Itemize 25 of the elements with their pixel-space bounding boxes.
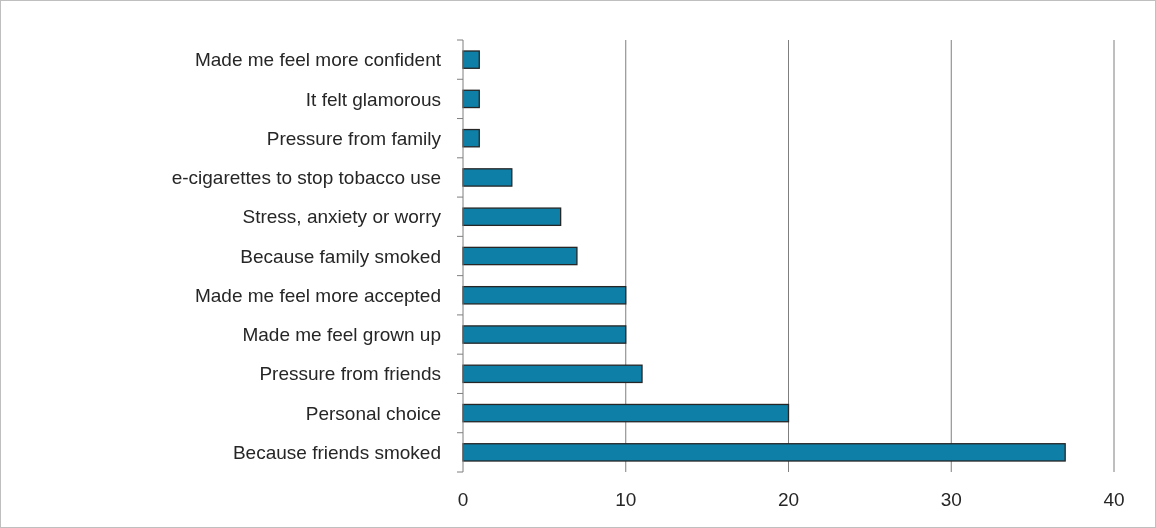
bar [462,285,627,305]
x-tick-label: 0 [457,489,469,510]
bar [462,403,790,423]
y-tick-label: Pressure from friends [259,363,441,385]
y-tick-label: Pressure from family [266,127,442,149]
bar [462,443,1066,462]
y-tick-label: e-cigarettes to stop tobacco use [171,167,441,189]
bar [462,364,643,384]
x-tick-label: 40 [1103,489,1125,510]
y-tick-label: It felt glamorous [305,88,441,110]
bar [462,207,562,227]
x-tick-label: 20 [777,489,800,510]
x-tick-label: 30 [940,489,962,510]
bar [462,246,578,266]
y-tick-label: Because friends smoked [232,442,441,464]
y-tick-label: Stress, anxiety or worry [242,206,442,228]
y-tick-label: Personal choice [305,402,441,424]
y-tick-label: Because family smoked [240,245,441,267]
bar [462,325,627,344]
y-tick-label: Made me feel more confident [194,49,442,71]
bar [462,168,513,187]
x-tick-label: 10 [615,489,637,510]
y-tick-label: Made me feel grown up [242,324,441,346]
bar [462,50,480,69]
y-tick-label: Made me feel more accepted [194,284,441,306]
